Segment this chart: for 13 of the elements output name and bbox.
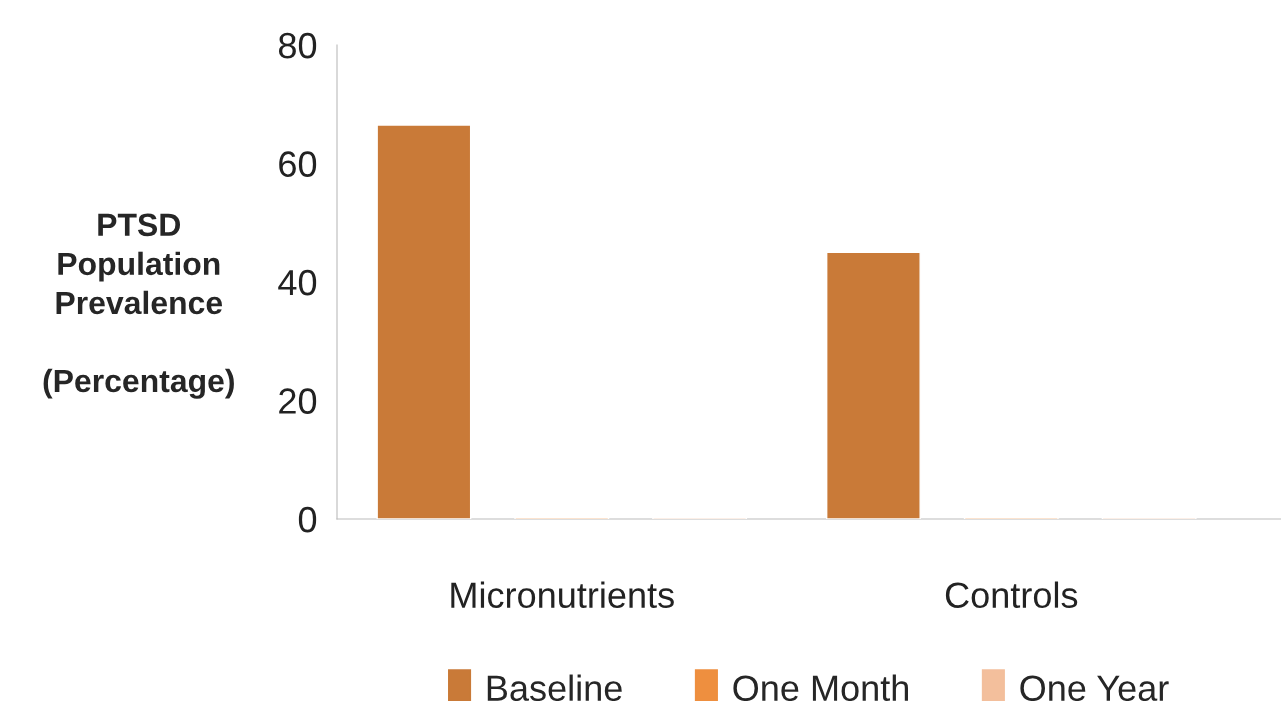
y-tick-label: 20 [279,388,317,414]
y-tick-label: 40 [278,269,317,296]
y-tick-label: 0 [298,506,317,533]
y-tick-label: 80 [278,32,317,59]
bar [376,124,472,519]
y-tick-label: 60 [279,151,317,177]
legend-label: One Month [733,674,908,701]
x-tick-label: Micronutrients [451,581,674,609]
text: PTSD Population Prevalence (Percentage) [43,213,234,399]
legend-label: One Year [1020,675,1169,701]
legend-label: Baseline [487,674,622,701]
x-tick-label: Controls [945,581,1078,609]
bar [825,251,921,519]
